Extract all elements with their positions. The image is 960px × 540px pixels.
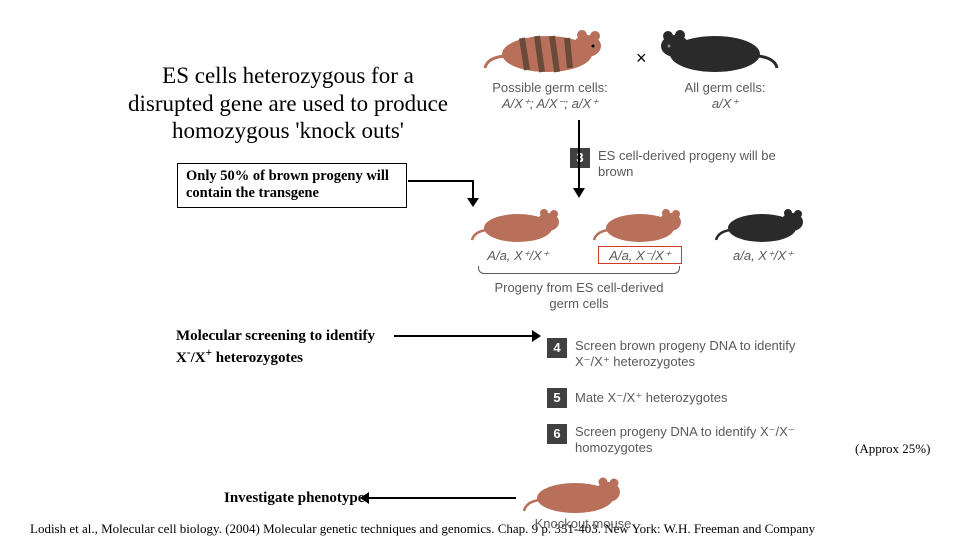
arrow-investigate-head bbox=[360, 492, 369, 504]
step-4-badge: 4 bbox=[547, 338, 567, 358]
arrow-note1-v bbox=[472, 180, 474, 200]
progeny-caption: Progeny from ES cell-derived germ cells bbox=[478, 280, 680, 313]
progeny-1-genotype: A/a, X⁺/X⁺ bbox=[475, 248, 561, 264]
molecular-screen-text: Molecular screening to identify X-/X+ he… bbox=[176, 327, 375, 368]
progeny-3-genotype: a/a, X⁺/X⁺ bbox=[720, 248, 806, 264]
germ-right-l1: All germ cells: bbox=[685, 80, 766, 95]
molec-mid: /X bbox=[191, 350, 206, 366]
approx-25-text: (Approx 25%) bbox=[855, 441, 930, 457]
germ-right-l2: a/X⁺ bbox=[712, 96, 738, 111]
citation-span: Lodish et al., Molecular cell biology. (… bbox=[30, 521, 815, 536]
arrow-top-to-progeny-head bbox=[573, 188, 585, 198]
progeny-mouse-3-icon bbox=[712, 200, 812, 246]
title-text: ES cells heterozygous for a disrupted ge… bbox=[118, 62, 458, 145]
step-5-label: Mate X⁻/X⁺ heterozygotes bbox=[575, 390, 810, 406]
progeny-2-genotype: A/a, X⁻/X⁺ bbox=[597, 248, 683, 264]
arrow-molec-head bbox=[532, 330, 541, 342]
step-4-label: Screen brown progeny DNA to identify X⁻/… bbox=[575, 338, 810, 371]
knockout-mouse-icon bbox=[520, 468, 630, 516]
germ-left-l2: A/X⁺; A/X⁻; a/X⁺ bbox=[502, 96, 598, 111]
arrow-investigate-line bbox=[368, 497, 516, 499]
arrow-note1-head bbox=[467, 198, 479, 207]
note1-line1: Only 50% of brown progeny will bbox=[186, 168, 389, 184]
investigate-text: Investigate phenotype bbox=[224, 490, 364, 507]
note1-line2: contain the transgene bbox=[186, 185, 319, 201]
step-5-badge: 5 bbox=[547, 388, 567, 408]
brace-es-progeny bbox=[478, 266, 680, 274]
progeny-mouse-1-icon bbox=[468, 200, 568, 246]
step-3-label: ES cell-derived progeny will be brown bbox=[598, 148, 788, 181]
arrow-top-to-progeny-line bbox=[578, 120, 580, 190]
molec-post: heterozygotes bbox=[212, 350, 303, 366]
step-3-badge: 3 bbox=[570, 148, 590, 168]
black-mouse-top-icon bbox=[650, 20, 780, 76]
germ-cells-left-label: Possible germ cells: A/X⁺; A/X⁻; a/X⁺ bbox=[480, 80, 620, 113]
molec-x1: X bbox=[176, 350, 187, 366]
arrow-note1-h bbox=[408, 180, 473, 182]
progeny-mouse-2-icon bbox=[590, 200, 690, 246]
citation-text: Lodish et al., Molecular cell biology. (… bbox=[30, 521, 815, 537]
chimeric-mouse-icon bbox=[482, 20, 612, 76]
arrow-molec-line bbox=[394, 335, 534, 337]
molec-line1: Molecular screening to identify bbox=[176, 328, 375, 344]
knockout-label: Knockout mouse bbox=[533, 516, 633, 532]
note-box-50pct: Only 50% of brown progeny will contain t… bbox=[177, 163, 407, 208]
step-6-label: Screen progeny DNA to identify X⁻/X⁻ hom… bbox=[575, 424, 810, 457]
germ-cells-right-label: All germ cells: a/X⁺ bbox=[670, 80, 780, 113]
step-6-badge: 6 bbox=[547, 424, 567, 444]
cross-symbol: × bbox=[636, 48, 647, 69]
germ-left-l1: Possible germ cells: bbox=[492, 80, 608, 95]
